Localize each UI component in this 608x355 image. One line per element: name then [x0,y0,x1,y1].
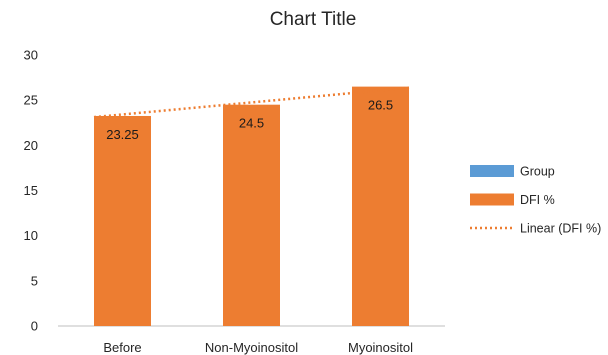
y-tick-label: 5 [31,273,38,288]
y-tick-label: 15 [24,183,38,198]
chart-title: Chart Title [270,9,357,30]
x-tick-label: Before [103,340,141,355]
legend: Group DFI % Linear (DFI %) [470,165,601,236]
y-tick-label: 10 [24,228,38,243]
bars [94,86,409,326]
bar-dfi-before [94,115,151,326]
legend-swatch [470,165,514,177]
data-label: 26.5 [368,98,393,113]
bar-dfi-non-myoinositol [223,104,280,326]
data-labels: 23.25 24.5 26.5 [106,98,393,142]
legend-swatch [470,193,514,206]
y-tick-label: 0 [31,319,38,334]
x-tick-label: Myoinositol [348,340,413,355]
x-axis: Before Non-Myoinositol Myoinositol [103,340,413,355]
data-label: 23.25 [106,127,139,142]
legend-item-linear-dfi: Linear (DFI %) [470,222,601,236]
legend-label: Group [520,165,555,179]
y-axis: 0 5 10 15 20 25 30 [24,48,38,334]
y-tick-label: 30 [24,48,38,63]
legend-label: Linear (DFI %) [520,222,601,236]
bar-dfi-myoinositol [352,86,409,326]
y-tick-label: 20 [24,138,38,153]
legend-item-dfi: DFI % [470,193,555,207]
x-tick-label: Non-Myoinositol [205,340,298,355]
legend-item-group: Group [470,165,555,179]
y-tick-label: 25 [24,93,38,108]
data-label: 24.5 [239,116,264,131]
legend-label: DFI % [520,193,555,207]
